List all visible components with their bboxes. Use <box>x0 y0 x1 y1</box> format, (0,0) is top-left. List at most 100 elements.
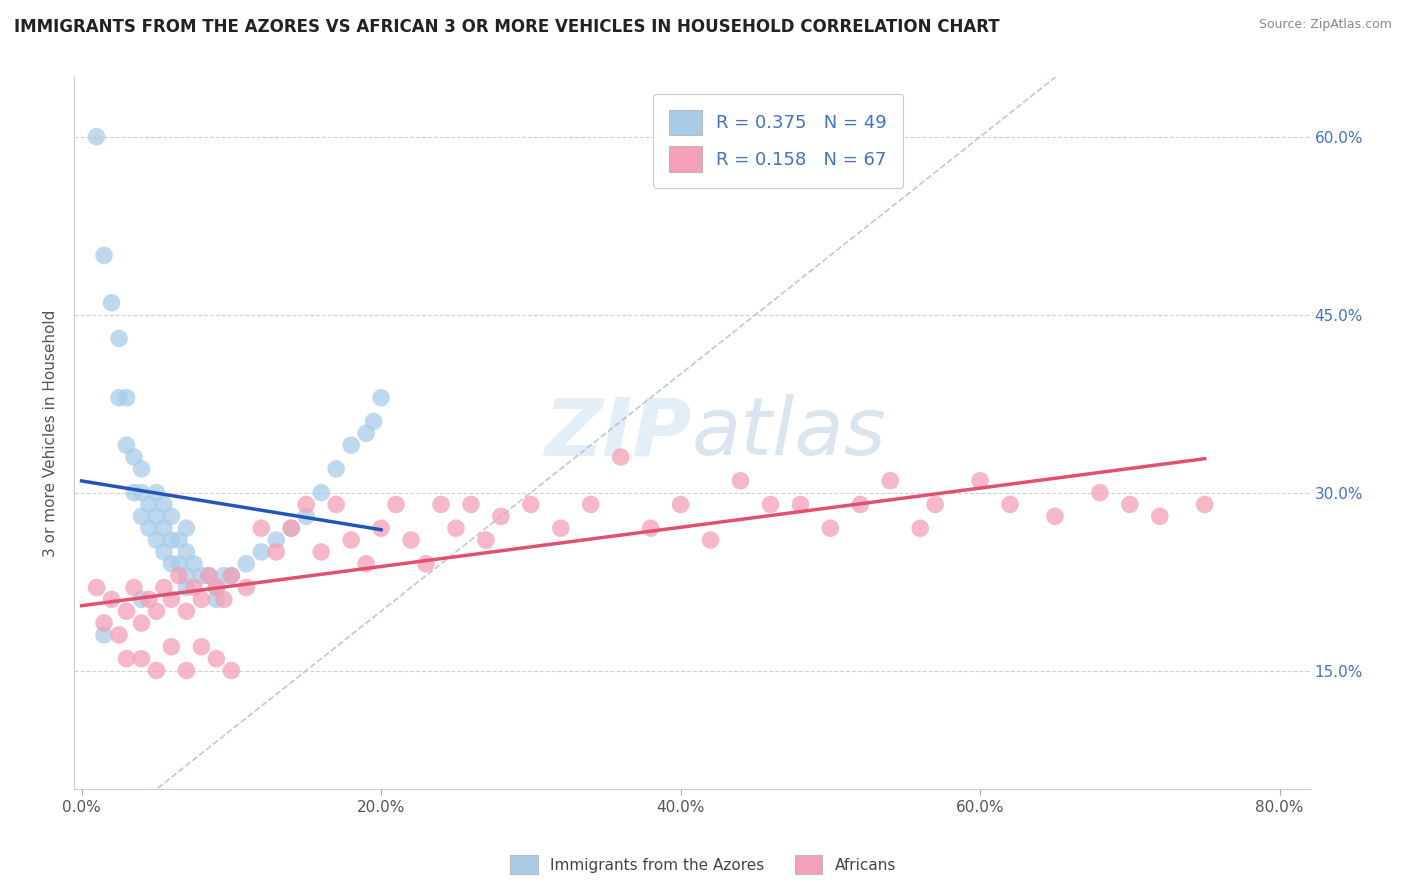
Point <box>325 498 347 512</box>
Point <box>295 498 318 512</box>
Point <box>138 521 160 535</box>
Point <box>221 664 243 678</box>
Point <box>93 628 115 642</box>
Point <box>205 581 228 595</box>
Point <box>309 485 332 500</box>
Point <box>309 545 332 559</box>
Point <box>160 533 183 547</box>
Point <box>153 521 176 535</box>
Point <box>730 474 752 488</box>
Point <box>235 557 257 571</box>
Point <box>108 391 131 405</box>
Point <box>176 664 198 678</box>
Point <box>115 438 138 452</box>
Point <box>86 581 108 595</box>
Point <box>475 533 498 547</box>
Point <box>250 545 273 559</box>
Point <box>280 521 302 535</box>
Point <box>205 581 228 595</box>
Point <box>145 533 167 547</box>
Point <box>264 545 287 559</box>
Y-axis label: 3 or more Vehicles in Household: 3 or more Vehicles in Household <box>44 310 58 557</box>
Point <box>100 295 122 310</box>
Point <box>520 498 543 512</box>
Point <box>340 533 363 547</box>
Point <box>205 592 228 607</box>
Point <box>131 462 153 476</box>
Point <box>190 568 212 582</box>
Point <box>205 651 228 665</box>
Point <box>131 592 153 607</box>
Point <box>153 581 176 595</box>
Point <box>354 426 377 441</box>
Point <box>115 391 138 405</box>
Point <box>609 450 631 464</box>
Point <box>176 581 198 595</box>
Point <box>93 616 115 631</box>
Point <box>131 509 153 524</box>
Point <box>385 498 408 512</box>
Point <box>340 438 363 452</box>
Point <box>759 498 782 512</box>
Point <box>820 521 842 535</box>
Point <box>444 521 467 535</box>
Point <box>190 640 212 654</box>
Point <box>160 509 183 524</box>
Point <box>86 129 108 144</box>
Point <box>183 557 205 571</box>
Point <box>145 604 167 618</box>
Point <box>108 331 131 345</box>
Point <box>160 592 183 607</box>
Text: atlas: atlas <box>692 394 887 472</box>
Point <box>183 581 205 595</box>
Legend: Immigrants from the Azores, Africans: Immigrants from the Azores, Africans <box>505 849 901 880</box>
Point <box>250 521 273 535</box>
Point <box>1043 509 1066 524</box>
Point <box>370 391 392 405</box>
Point <box>699 533 721 547</box>
Point <box>176 568 198 582</box>
Point <box>264 533 287 547</box>
Point <box>1149 509 1171 524</box>
Point <box>879 474 901 488</box>
Point <box>789 498 811 512</box>
Point <box>399 533 422 547</box>
Legend: R = 0.375   N = 49, R = 0.158   N = 67: R = 0.375 N = 49, R = 0.158 N = 67 <box>654 94 904 188</box>
Point <box>145 664 167 678</box>
Point <box>212 592 235 607</box>
Point <box>160 640 183 654</box>
Point <box>100 592 122 607</box>
Point <box>176 545 198 559</box>
Point <box>669 498 692 512</box>
Point <box>430 498 453 512</box>
Point <box>969 474 991 488</box>
Point <box>153 545 176 559</box>
Point <box>370 521 392 535</box>
Point <box>198 568 221 582</box>
Point <box>167 533 190 547</box>
Point <box>153 498 176 512</box>
Point <box>235 581 257 595</box>
Point <box>190 592 212 607</box>
Point <box>122 450 145 464</box>
Point <box>221 568 243 582</box>
Point <box>1194 498 1216 512</box>
Point <box>280 521 302 535</box>
Point <box>145 485 167 500</box>
Point <box>924 498 946 512</box>
Point <box>167 568 190 582</box>
Point <box>212 568 235 582</box>
Point <box>138 592 160 607</box>
Point <box>115 651 138 665</box>
Point <box>849 498 872 512</box>
Point <box>363 414 385 428</box>
Point <box>198 568 221 582</box>
Point <box>908 521 931 535</box>
Point <box>640 521 662 535</box>
Point <box>579 498 602 512</box>
Point <box>221 568 243 582</box>
Point <box>415 557 437 571</box>
Point <box>176 521 198 535</box>
Point <box>460 498 482 512</box>
Point <box>167 557 190 571</box>
